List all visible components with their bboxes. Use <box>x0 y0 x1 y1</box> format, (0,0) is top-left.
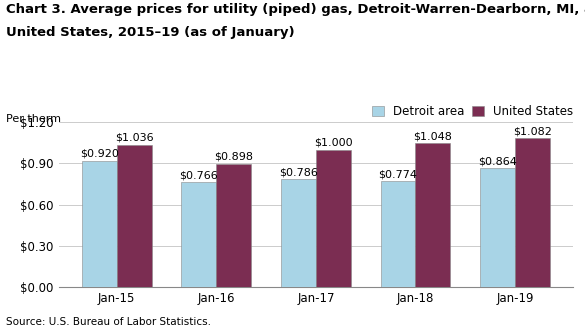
Text: $0.920: $0.920 <box>80 149 119 159</box>
Text: $0.766: $0.766 <box>180 170 218 180</box>
Bar <box>515 138 550 287</box>
Bar <box>216 164 251 287</box>
Text: Per therm: Per therm <box>6 114 61 124</box>
Text: $1.048: $1.048 <box>414 131 452 141</box>
Text: Source: U.S. Bureau of Labor Statistics.: Source: U.S. Bureau of Labor Statistics. <box>6 317 211 327</box>
Text: $1.000: $1.000 <box>314 138 353 148</box>
Bar <box>82 161 117 287</box>
Bar <box>480 168 515 287</box>
Bar <box>281 179 316 287</box>
Bar <box>415 143 450 287</box>
Bar <box>181 182 216 287</box>
Text: $1.036: $1.036 <box>115 133 153 143</box>
Text: $0.864: $0.864 <box>478 157 517 167</box>
Text: $0.786: $0.786 <box>279 167 318 178</box>
Text: Chart 3. Average prices for utility (piped) gas, Detroit-Warren-Dearborn, MI, an: Chart 3. Average prices for utility (pip… <box>6 3 585 16</box>
Text: $0.898: $0.898 <box>214 152 253 162</box>
Text: United States, 2015–19 (as of January): United States, 2015–19 (as of January) <box>6 26 294 39</box>
Bar <box>117 145 152 287</box>
Bar <box>381 181 415 287</box>
Text: $0.774: $0.774 <box>378 169 418 179</box>
Text: $1.082: $1.082 <box>513 127 552 137</box>
Legend: Detroit area, United States: Detroit area, United States <box>372 105 573 118</box>
Bar <box>316 149 351 287</box>
